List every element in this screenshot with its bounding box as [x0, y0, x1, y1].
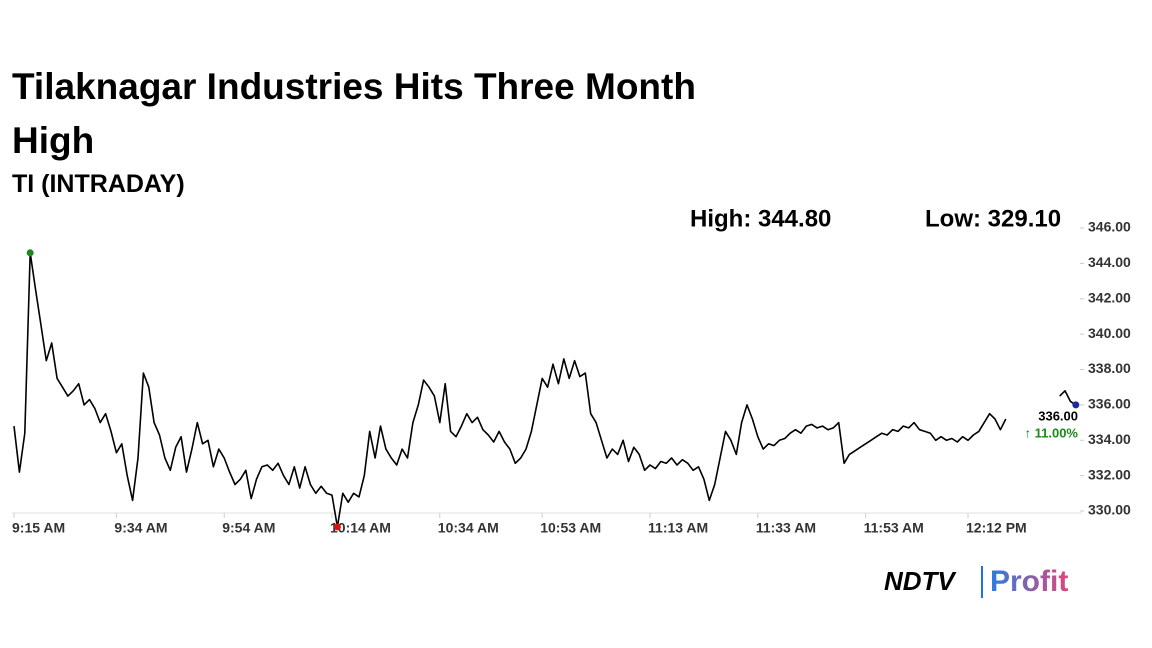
- x-tick-label: 10:34 AM: [438, 520, 499, 536]
- y-tick-label: 336.00: [1088, 396, 1131, 412]
- x-tick-label: 9:54 AM: [222, 520, 275, 536]
- last-price-label: 336.00: [1038, 408, 1078, 423]
- y-tick-label: 334.00: [1088, 431, 1131, 447]
- x-tick-label: 11:53 AM: [864, 520, 924, 536]
- x-tick-label: 11:33 AM: [756, 520, 816, 536]
- x-tick-label: 10:53 AM: [540, 520, 601, 536]
- y-tick-label: 332.00: [1088, 466, 1131, 482]
- y-tick-label: 346.00: [1088, 219, 1131, 235]
- low-label: Low: 329.10: [925, 205, 1061, 232]
- x-tick-label: 10:14 AM: [330, 520, 391, 536]
- logo-name: Profit: [990, 565, 1068, 598]
- price-line: [13, 252, 1077, 528]
- logo-brand: NDTV: [884, 566, 957, 596]
- x-tick-label: 12:12 PM: [966, 520, 1027, 536]
- high-marker: [26, 249, 34, 257]
- x-tick-label: 9:15 AM: [12, 520, 65, 536]
- y-tick-label: 344.00: [1088, 254, 1131, 270]
- chart-subtitle: TI (INTRADAY): [12, 170, 185, 198]
- high-label: High: 344.80: [690, 205, 831, 232]
- y-tick-label: 340.00: [1088, 325, 1131, 341]
- y-tick-label: 342.00: [1088, 289, 1131, 305]
- y-tick-label: 330.00: [1088, 502, 1131, 518]
- last-marker: [1072, 401, 1080, 409]
- y-tick-label: 338.00: [1088, 360, 1131, 376]
- x-tick-label: 9:34 AM: [114, 520, 167, 536]
- low-marker: [333, 523, 341, 531]
- chart-title: Tilaknagar Industries Hits Three Month H…: [12, 66, 696, 161]
- x-tick-label: 11:13 AM: [648, 520, 708, 536]
- change-label: ↑ 11.00%: [1025, 425, 1079, 440]
